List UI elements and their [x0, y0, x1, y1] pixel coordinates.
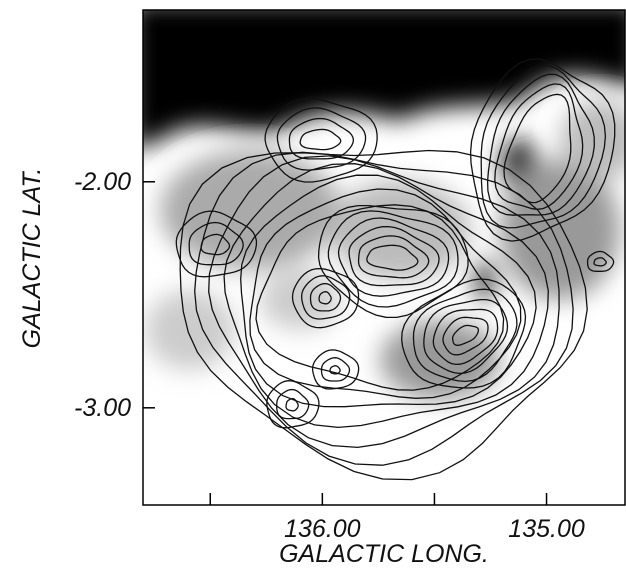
- contour: [442, 316, 489, 356]
- contour: [503, 93, 572, 204]
- contour: [348, 225, 440, 287]
- contour: [255, 204, 505, 391]
- contour: [451, 324, 480, 346]
- contour: [480, 65, 607, 229]
- contour: [175, 210, 258, 278]
- contour: [423, 298, 509, 375]
- y-axis-label: GALACTIC LAT.: [18, 168, 46, 349]
- contour: [194, 151, 574, 466]
- contour: [311, 349, 360, 390]
- contour: [593, 257, 607, 267]
- contour: [266, 380, 320, 429]
- contour: [366, 244, 419, 271]
- x-axis-label: GALACTIC LONG.: [279, 540, 489, 568]
- contour: [432, 308, 499, 366]
- contour: [276, 388, 310, 420]
- contour: [276, 107, 367, 171]
- contour: [337, 217, 450, 297]
- contour: [301, 275, 351, 320]
- contour: [412, 288, 518, 383]
- contour: [299, 128, 342, 151]
- image: [143, 10, 625, 505]
- contour: [469, 58, 616, 242]
- contour: [188, 221, 244, 266]
- contours: [175, 58, 616, 481]
- y-tick-label: -2.00: [74, 168, 131, 196]
- contour: [208, 155, 560, 449]
- x-tick-label: 135.00: [508, 515, 585, 543]
- contour: [264, 97, 378, 183]
- contour: [327, 210, 459, 308]
- contour: [179, 149, 588, 481]
- x-tick-label: 136.00: [284, 515, 361, 543]
- contour: [357, 235, 430, 279]
- contour: [291, 267, 360, 329]
- contour: [318, 291, 332, 305]
- contour: [309, 282, 342, 312]
- contour: [494, 83, 584, 210]
- contour: [240, 174, 537, 408]
- contour: [317, 204, 469, 319]
- contour: [288, 117, 355, 160]
- y-tick-label: -3.00: [74, 394, 131, 422]
- contour: [320, 357, 351, 382]
- contour: [401, 278, 527, 389]
- contour: [223, 163, 549, 429]
- contour: [249, 188, 522, 399]
- contour: [486, 73, 595, 216]
- frame: [142, 9, 626, 506]
- contour: [586, 250, 615, 272]
